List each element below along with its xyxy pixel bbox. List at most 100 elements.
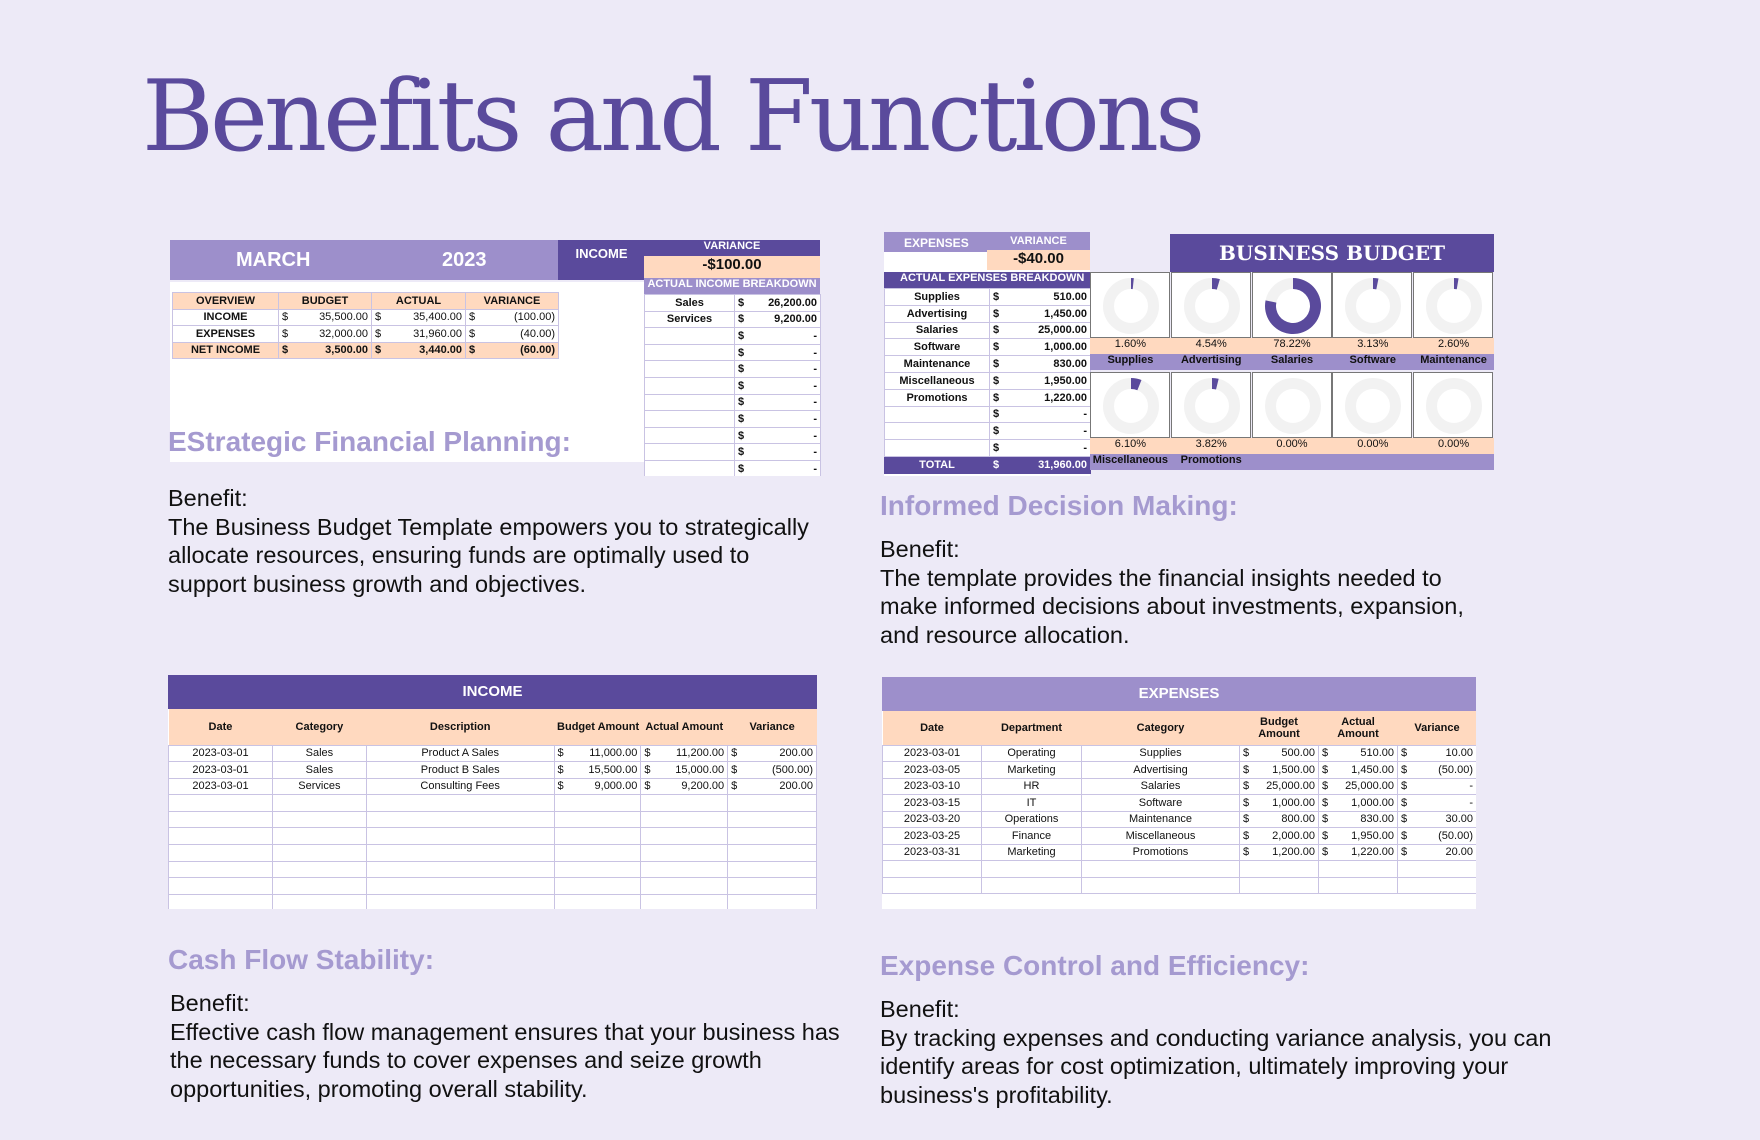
variance-header: VARIANCE <box>987 232 1090 250</box>
amount-value: 830.00 <box>1360 813 1394 826</box>
empty-cell <box>727 844 817 862</box>
amount-value: 15,500.00 <box>588 763 638 776</box>
amount-value: 9,200.00 <box>681 780 725 793</box>
empty-cell <box>727 827 817 846</box>
amount-cell: $25,000.00 <box>1318 777 1398 795</box>
amount: $1,950.00 <box>993 375 1087 387</box>
currency-symbol: $ <box>644 763 651 776</box>
dashboard-sheet-image: EXPENSES VARIANCE -$40.00 ACTUAL EXPENSE… <box>884 232 1494 476</box>
amount: $ - <box>738 463 817 475</box>
amount-cell: $200.00 <box>727 744 817 763</box>
empty-cell <box>271 877 367 895</box>
percent-label: 0.00% <box>1357 438 1389 450</box>
empty-cell <box>553 827 642 846</box>
empty-cell <box>271 794 367 812</box>
expenses-table-header: EXPENSES <box>882 677 1476 711</box>
amount-value: 200.00 <box>779 780 813 793</box>
amount-cell: $25,000.00 <box>989 321 1091 340</box>
date-cell: 2023-03-10 <box>882 777 982 795</box>
percent-label: 4.54% <box>1195 338 1227 350</box>
donut-cell <box>1090 272 1170 338</box>
currency-symbol: $ <box>1243 796 1250 809</box>
section-heading: EStrategic Financial Planning: <box>168 426 571 457</box>
donut-chart <box>1264 278 1321 334</box>
amount-cell: $1,950.00 <box>1318 827 1398 845</box>
amount: $15,500.00 <box>558 764 638 776</box>
amount-cell: $35,400.00 <box>371 308 466 326</box>
amount-value: 1,220.00 <box>1044 391 1087 404</box>
amount-value: 1,000.00 <box>1351 796 1394 809</box>
column-header: Actual Amount <box>1318 711 1398 745</box>
category-cell: Salaries <box>1081 777 1240 795</box>
amount: $ - <box>738 363 817 375</box>
variance-value: -$100.00 <box>644 256 820 278</box>
variance-header: VARIANCE <box>465 292 559 310</box>
amount-cell: $500.00 <box>1239 744 1319 762</box>
amount-value: (50.00) <box>1438 763 1473 776</box>
amount-value: - <box>1469 796 1473 809</box>
amount-value: 800.00 <box>1281 813 1315 826</box>
category-cell: Sales <box>271 761 367 779</box>
table-row: Advertising $1,450.00 <box>884 304 1091 323</box>
empty-cell <box>553 844 642 862</box>
date-cell: 2023-03-31 <box>882 843 982 861</box>
donut-cell <box>1170 272 1251 338</box>
income-label: INCOME <box>558 240 645 280</box>
currency-symbol: $ <box>738 412 745 425</box>
amount-value: - <box>1083 425 1087 438</box>
currency-symbol: $ <box>738 446 745 459</box>
empty-cell <box>168 827 273 846</box>
income-table: Date Category Description Budget Amount Actu… <box>168 709 817 909</box>
currency-symbol: $ <box>469 327 476 340</box>
amount-cell: $11,000.00 <box>553 744 642 763</box>
table-row: $ - <box>644 360 821 378</box>
donut-chart <box>1345 378 1402 434</box>
amount-cell: $1,000.00 <box>1239 794 1319 812</box>
amount: $ (50.00) <box>1401 830 1473 842</box>
amount-value: - <box>813 363 817 376</box>
expenses-sheet-image: EXPENSES Date Department Category Budget Am… <box>882 677 1476 909</box>
table-row: Supplies $510.00 <box>884 288 1091 306</box>
currency-symbol: $ <box>1322 747 1329 760</box>
amount-cell: $800.00 <box>1239 810 1319 828</box>
amount-cell: $1,500.00 <box>1239 761 1319 779</box>
column-header: Variance <box>1397 711 1476 745</box>
amount-value: 1,000.00 <box>1272 796 1315 809</box>
amount-cell: $20.00 <box>1397 843 1476 861</box>
benefit-label: Benefit: <box>168 485 248 511</box>
amount-cell: $ (60.00) <box>465 341 559 359</box>
amount-cell: $31,960.00 <box>989 455 1091 474</box>
amount: $32,000.00 <box>282 328 368 340</box>
donut-track <box>1183 278 1240 334</box>
date-cell: 2023-03-01 <box>168 761 273 779</box>
amount: $3,500.00 <box>282 344 368 356</box>
department-cell: Marketing <box>981 843 1082 861</box>
amount: $11,200.00 <box>644 747 724 759</box>
amount-value: 1,000.00 <box>1044 341 1087 354</box>
table-row: 2023-03-25 Finance Miscellaneous $2,000.00 $… <box>882 827 1476 845</box>
column-header: Department <box>981 711 1082 745</box>
department-cell: HR <box>981 777 1082 795</box>
benefit-text: By tracking expenses and conducting vari… <box>880 1024 1552 1108</box>
amount-cell: $32,000.00 <box>278 325 372 343</box>
empty-cell <box>168 877 273 895</box>
column-header: Budget Amount <box>1239 711 1319 745</box>
currency-symbol: $ <box>731 763 738 776</box>
amount-value: 15,000.00 <box>675 763 725 776</box>
donut-segment <box>1264 278 1321 334</box>
amount-value: 25,000.00 <box>1266 780 1315 793</box>
description-cell: Product A Sales <box>365 744 555 763</box>
amount: $800.00 <box>1243 813 1315 825</box>
currency-symbol: $ <box>375 311 382 324</box>
table-row: 2023-03-31 Marketing Promotions $1,200.00 $1… <box>882 843 1476 861</box>
description-cell: Product B Sales <box>365 761 555 779</box>
donut-track <box>1426 278 1483 334</box>
empty-cell <box>882 876 982 894</box>
date-cell: 2023-03-05 <box>882 761 982 779</box>
amount-cell: $9,000.00 <box>553 777 642 796</box>
currency-symbol: $ <box>993 391 1000 404</box>
empty-cell <box>553 860 642 879</box>
page-title: Benefits and Functions <box>142 60 1205 174</box>
amount-value: (100.00) <box>514 311 555 324</box>
amount: $20.00 <box>1401 846 1473 858</box>
